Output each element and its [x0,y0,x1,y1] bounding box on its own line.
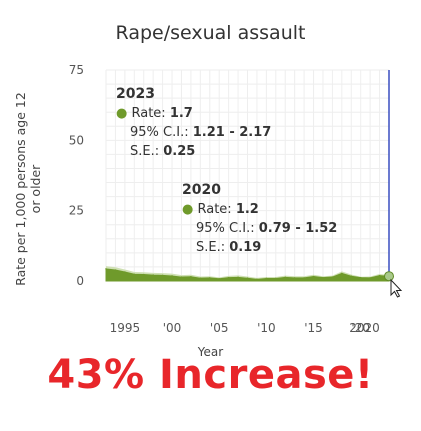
x-tick-label: '15 [304,321,323,335]
data-point [341,272,343,275]
tooltip-2023-year: 2023 [116,86,155,102]
data-point [322,276,324,279]
data-point [293,277,296,279]
x-tick-label: '10 [257,321,276,335]
tooltip-2020-se-row: S.E.: 0.19 [182,238,337,257]
tooltip-2020-rate-label: Rate: [197,202,232,217]
data-point [237,276,239,279]
tooltip-2020-ci-value: 0.79 - 1.52 [258,221,338,236]
area-series-layer [105,268,390,282]
y-tick-label: 75 [69,63,84,77]
rate-area-series [105,268,390,282]
tooltip-2023-rate-row: ● Rate: 1.7 [116,104,271,123]
data-point [105,268,107,270]
data-point [246,277,249,279]
tooltip-2023-rate-value: 1.7 [169,106,193,121]
tooltip-2023-rate-label: Rate: [131,106,166,121]
data-point [350,275,353,278]
x-tick-label: '05 [210,321,229,335]
data-point [378,274,381,277]
grid-layer [105,69,390,282]
tooltip-2020-se-value: 0.19 [229,240,262,255]
tooltip-2020-ci-label: 95% C.I.: [196,221,255,236]
tooltip-2023-se-label: S.E.: [130,144,160,159]
tooltip-2020-year: 2020 [182,182,221,198]
mouse-cursor-icon [390,278,403,298]
data-point [161,274,164,277]
tooltip-2020-se-label: S.E.: [196,240,226,255]
y-tick-label: 0 [76,274,84,288]
x-tick-label: 1995 [110,321,141,335]
data-point [114,269,117,271]
tooltip-2023-se-value: 0.25 [163,144,196,159]
data-point [152,274,154,276]
data-point [312,275,315,278]
x-tick-label: '20 [351,321,370,335]
data-point [275,277,277,280]
x-axis-label: Year [197,345,224,359]
headline-text: 43% Increase! [47,352,374,398]
data-point [180,276,183,278]
data-point [256,278,258,281]
tooltip-2023: 2023 ● Rate: 1.7 95% C.I.: 1.21 - 2.17 S… [116,85,271,161]
y-tick-label: 50 [69,133,84,147]
data-point [359,276,362,279]
data-point [208,277,211,279]
data-point [265,277,268,280]
hover-point-2023 [384,271,394,282]
data-point [369,277,371,279]
tooltip-2020-ci-row: 95% C.I.: 0.79 - 1.52 [182,219,337,238]
data-point [303,277,305,279]
data-point [142,273,145,276]
data-point [199,277,202,279]
data-point [331,276,334,278]
data-point [284,276,287,279]
data-point [124,271,126,273]
chart-title: Rape/sexual assault [115,22,306,44]
data-point [190,275,192,278]
x-tick-label: '00 [163,321,182,335]
y-tick-layer: 0 25 50 75 [69,63,84,288]
tooltip-2023-ci-row: 95% C.I.: 1.21 - 2.17 [116,123,271,142]
series-dot-icon: ● [182,202,194,217]
tooltip-2020-rate-row: ● Rate: 1.2 [182,200,337,219]
series-dot-icon: ● [116,106,128,121]
tooltip-2020-rate-value: 1.2 [235,202,259,217]
marks-layer [105,70,403,298]
tooltip-2023-se-row: S.E.: 0.25 [116,142,271,161]
data-point [171,275,173,277]
data-point [218,277,220,280]
data-point [133,273,136,276]
tooltip-2023-ci-label: 95% C.I.: [130,125,189,140]
y-tick-label: 25 [69,204,84,218]
x-tick-label: 2020 [349,321,380,335]
data-point [227,276,230,279]
tooltip-2023-ci-value: 1.21 - 2.17 [192,125,272,140]
tooltip-2020: 2020 ● Rate: 1.2 95% C.I.: 0.79 - 1.52 S… [182,181,337,257]
